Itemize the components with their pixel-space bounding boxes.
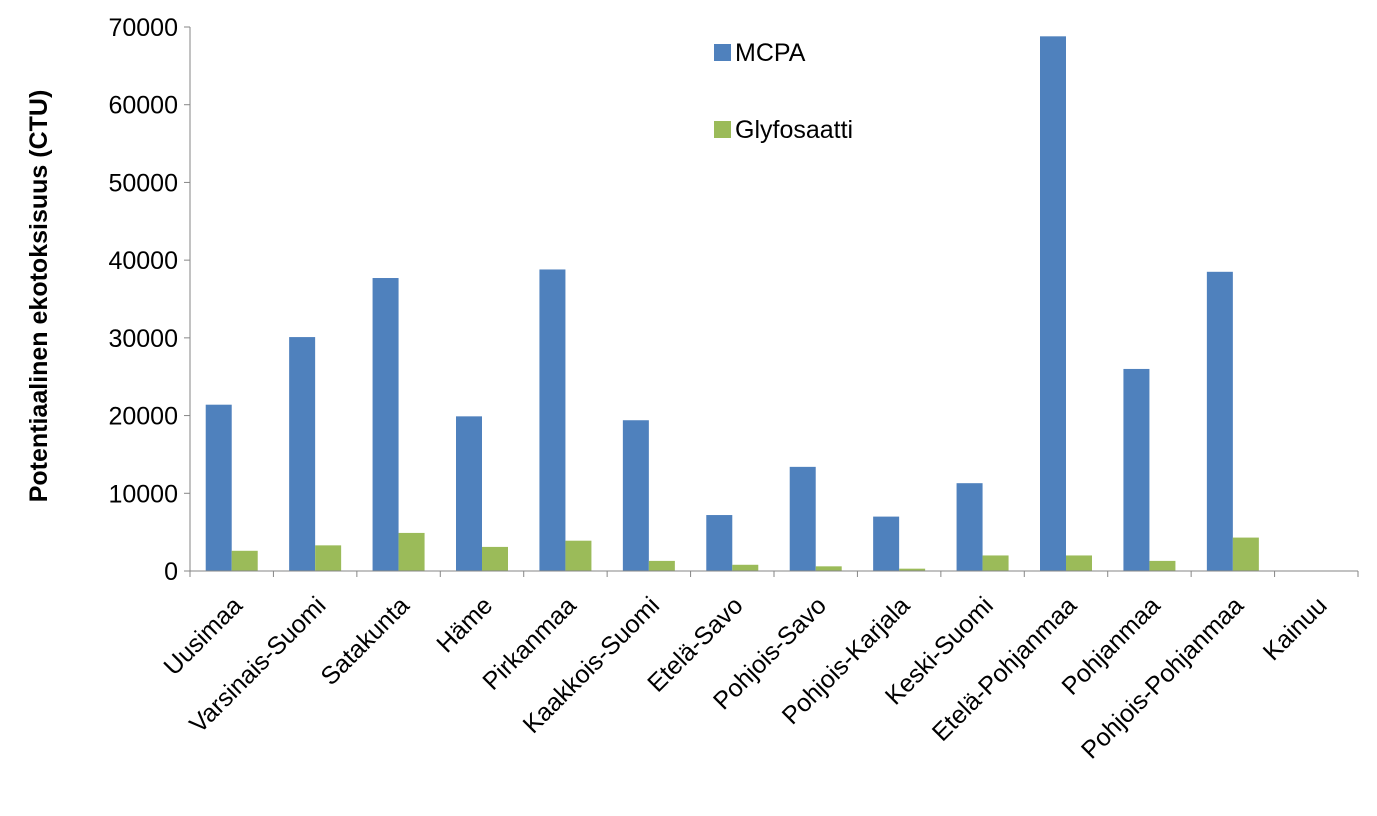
bar-mcpa-10 [1040, 36, 1066, 572]
bar-mcpa-7 [789, 466, 816, 571]
legend-swatch-mcpa [714, 44, 731, 61]
bar-mcpa-9 [956, 483, 983, 571]
bar-glyfosaatti-12 [1232, 537, 1259, 571]
x-category-label: Satakunta [315, 591, 414, 690]
y-tick-label: 70000 [108, 14, 178, 42]
bar-glyfosaatti-10 [1066, 555, 1092, 571]
bar-mcpa-12 [1206, 271, 1233, 571]
y-tick-label: 20000 [108, 403, 178, 431]
legend: MCPA Glyfosaatti [714, 39, 853, 144]
bar-glyfosaatti-7 [815, 566, 842, 571]
bar-glyfosaatti-2 [398, 532, 425, 571]
bar-mcpa-0 [205, 404, 232, 571]
x-category-label: Häme [431, 591, 498, 658]
y-axis-title-group: Potentiaalinen ekotoksisuus (CTU) [25, 90, 53, 503]
bar-mcpa-1 [289, 337, 316, 571]
x-category-label: Etelä-Pohjanmaa [927, 591, 1082, 746]
y-tick-label: 0 [164, 558, 178, 586]
bar-mcpa-11 [1123, 368, 1150, 571]
bar-glyfosaatti-5 [648, 560, 675, 571]
bar-mcpa-8 [873, 516, 900, 571]
x-category-label: Pohjois-Pohjanmaa [1076, 591, 1249, 764]
bars [205, 36, 1259, 572]
bar-glyfosaatti-8 [899, 568, 926, 571]
y-tick-label: 50000 [108, 169, 178, 197]
bar-mcpa-6 [706, 515, 733, 571]
x-category-label: Kainuu [1258, 591, 1333, 666]
legend-label-mcpa: MCPA [735, 39, 806, 67]
bar-glyfosaatti-11 [1149, 560, 1176, 571]
bar-glyfosaatti-9 [982, 555, 1009, 571]
y-tick-label: 30000 [108, 325, 178, 353]
bar-glyfosaatti-3 [482, 546, 508, 571]
bar-glyfosaatti-6 [732, 564, 759, 571]
bar-glyfosaatti-0 [231, 550, 258, 571]
y-tick-label: 10000 [108, 480, 178, 508]
bar-mcpa-4 [539, 269, 566, 571]
legend-label-glyfosaatti: Glyfosaatti [735, 116, 853, 144]
x-axis [189, 570, 1359, 577]
legend-swatch-glyfosaatti [714, 121, 731, 138]
bar-mcpa-5 [622, 420, 649, 571]
y-axis-ticks: 0 10000 20000 30000 40000 50000 60000 70000 [108, 14, 191, 586]
y-axis-title: Potentiaalinen ekotoksisuus (CTU) [25, 90, 53, 503]
bar-mcpa-3 [456, 416, 482, 571]
bar-mcpa-2 [372, 278, 399, 571]
y-tick-label: 60000 [108, 92, 178, 120]
bar-glyfosaatti-1 [315, 545, 342, 571]
bar-glyfosaatti-4 [565, 540, 592, 571]
y-tick-label: 40000 [108, 247, 178, 275]
